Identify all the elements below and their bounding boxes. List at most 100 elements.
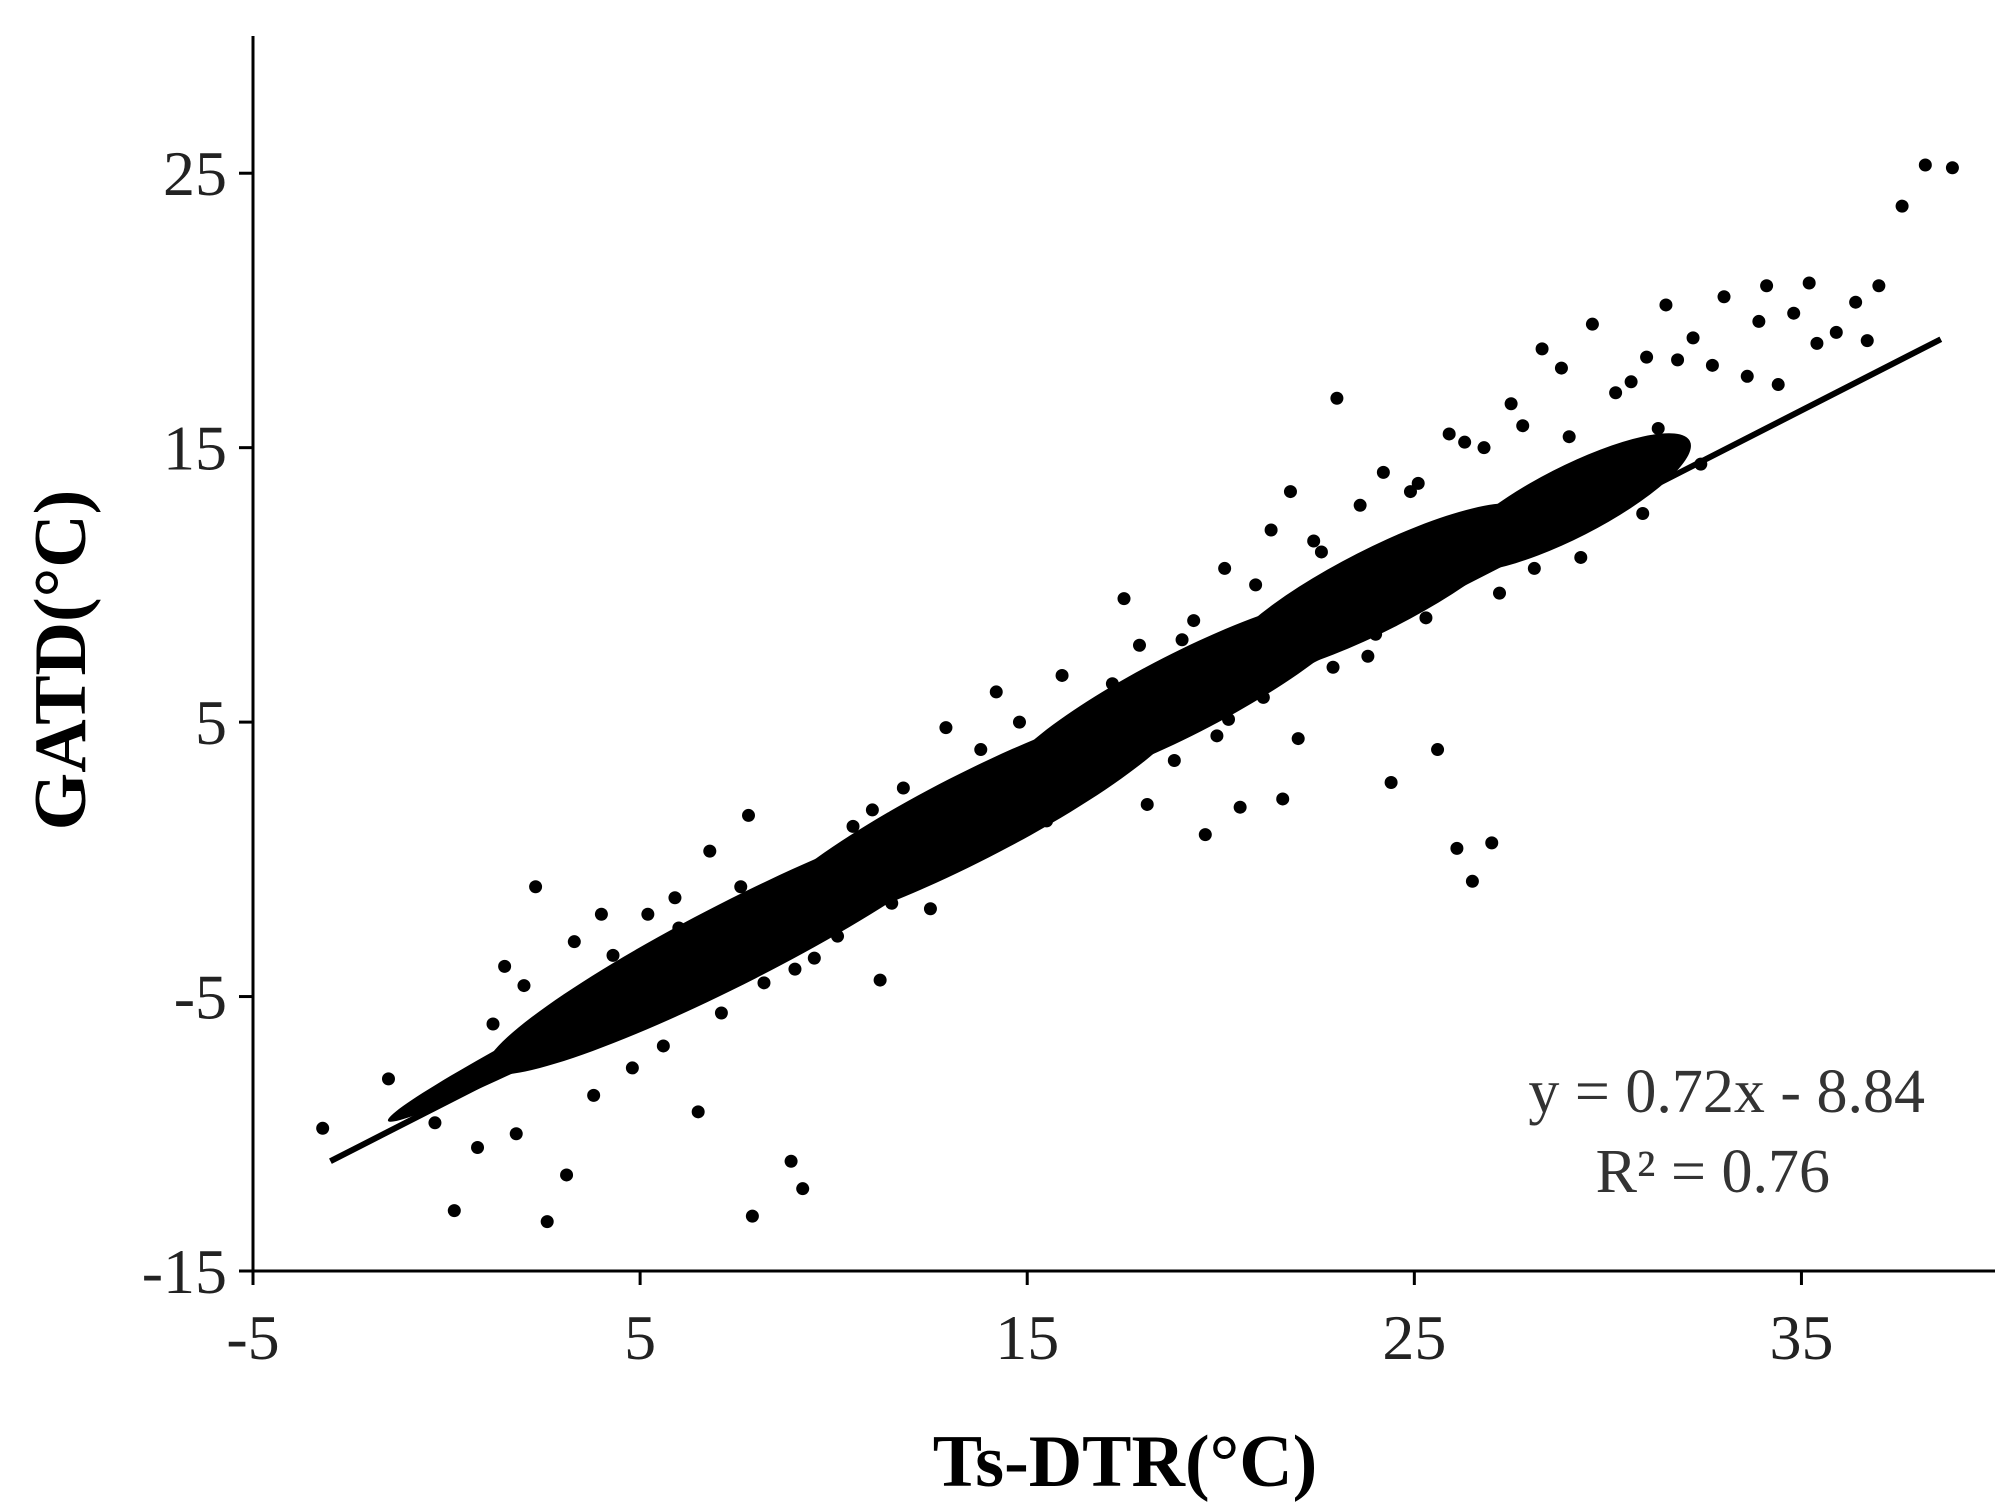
- data-point: [865, 803, 879, 817]
- data-point: [807, 951, 821, 965]
- data-point: [1160, 693, 1174, 707]
- data-point: [947, 786, 961, 800]
- data-point: [742, 808, 756, 822]
- axes: [251, 36, 1995, 1273]
- data-point: [1384, 775, 1398, 789]
- data-point: [1485, 836, 1499, 850]
- data-point: [1121, 737, 1135, 751]
- data-point: [1264, 523, 1278, 537]
- data-point: [1787, 306, 1801, 320]
- data-point: [1492, 586, 1506, 600]
- data-point: [567, 935, 581, 949]
- x-tick-label: 15: [995, 1302, 1059, 1373]
- data-point: [1554, 361, 1568, 375]
- data-point: [680, 995, 694, 1009]
- data-point: [1024, 781, 1038, 795]
- data-point: [560, 1168, 574, 1182]
- data-point: [923, 902, 937, 916]
- data-point: [1945, 161, 1959, 175]
- data-point: [1055, 668, 1069, 682]
- data-point: [1752, 314, 1766, 328]
- data-point: [668, 891, 682, 905]
- data-point: [548, 1028, 562, 1042]
- data-point: [1105, 677, 1119, 691]
- data-point: [1326, 660, 1340, 674]
- data-point: [1562, 430, 1576, 444]
- data-point: [1829, 325, 1843, 339]
- data-point: [1535, 342, 1549, 356]
- data-point: [734, 880, 748, 894]
- data-point: [831, 929, 845, 943]
- data-point: [1012, 715, 1026, 729]
- data-point: [1245, 663, 1259, 677]
- data-point: [1609, 386, 1623, 400]
- data-point: [471, 1141, 485, 1154]
- data-point: [1527, 561, 1541, 575]
- data-point: [896, 781, 910, 795]
- data-point: [1636, 507, 1650, 521]
- data-point: [1353, 498, 1367, 512]
- data-point: [1167, 754, 1181, 768]
- data-point: [486, 1017, 500, 1031]
- x-tick-label: 5: [624, 1302, 656, 1373]
- data-point: [873, 973, 887, 987]
- data-point: [796, 1182, 810, 1196]
- data-point: [1849, 295, 1863, 309]
- data-point: [939, 721, 953, 735]
- data-point: [974, 743, 988, 757]
- data-point: [1705, 358, 1719, 372]
- data-point: [1640, 350, 1654, 364]
- data-point: [1547, 487, 1561, 501]
- data-point: [1330, 391, 1344, 405]
- data-point: [641, 907, 655, 921]
- y-tick-label: 25: [163, 138, 227, 209]
- data-point: [823, 863, 837, 877]
- data-point: [428, 1116, 442, 1130]
- data-point: [726, 935, 740, 949]
- data-point: [625, 1061, 639, 1075]
- data-point: [1090, 721, 1104, 735]
- cloud-core: [1447, 433, 1691, 572]
- data-point: [1175, 633, 1189, 647]
- data-point: [1291, 732, 1305, 746]
- data-point: [1651, 421, 1665, 435]
- data-point: [447, 1204, 461, 1218]
- data-point: [656, 1039, 670, 1053]
- data-point: [1419, 611, 1433, 625]
- data-point: [1659, 298, 1673, 312]
- data-point: [1918, 158, 1932, 172]
- data-point: [1187, 614, 1201, 628]
- data-point: [811, 869, 825, 883]
- data-point: [1040, 814, 1054, 828]
- data-point: [381, 1072, 395, 1086]
- data-point: [885, 896, 899, 910]
- data-point: [1411, 476, 1425, 490]
- data-point: [1152, 682, 1166, 696]
- data-point: [1477, 441, 1491, 455]
- data-point: [714, 1006, 728, 1020]
- data-point: [1717, 290, 1731, 304]
- data-point: [1307, 534, 1321, 548]
- data-point: [1342, 594, 1356, 608]
- data-point: [672, 921, 686, 935]
- data-point: [594, 907, 608, 921]
- data-point: [1810, 336, 1824, 350]
- y-tick-label: -5: [174, 962, 227, 1033]
- data-point: [316, 1121, 330, 1135]
- x-axis-title: Ts-DTR(°C): [933, 1421, 1318, 1503]
- y-tick-label: 15: [163, 413, 227, 484]
- fit-equation: y = 0.72x - 8.84: [1528, 1058, 1925, 1126]
- data-point: [1465, 874, 1479, 888]
- data-point: [966, 773, 980, 787]
- fit-line: [329, 336, 1943, 1164]
- data-point: [1198, 828, 1212, 842]
- data-point: [1233, 800, 1247, 814]
- fit-line-group: [329, 336, 1943, 1164]
- data-point: [1082, 701, 1096, 715]
- data-point: [691, 1105, 705, 1119]
- r-squared: R² = 0.76: [1596, 1138, 1830, 1206]
- data-point: [1140, 797, 1154, 811]
- data-point: [1132, 638, 1146, 652]
- y-axis-title: GATD(°C): [20, 490, 102, 831]
- data-point: [1117, 592, 1131, 606]
